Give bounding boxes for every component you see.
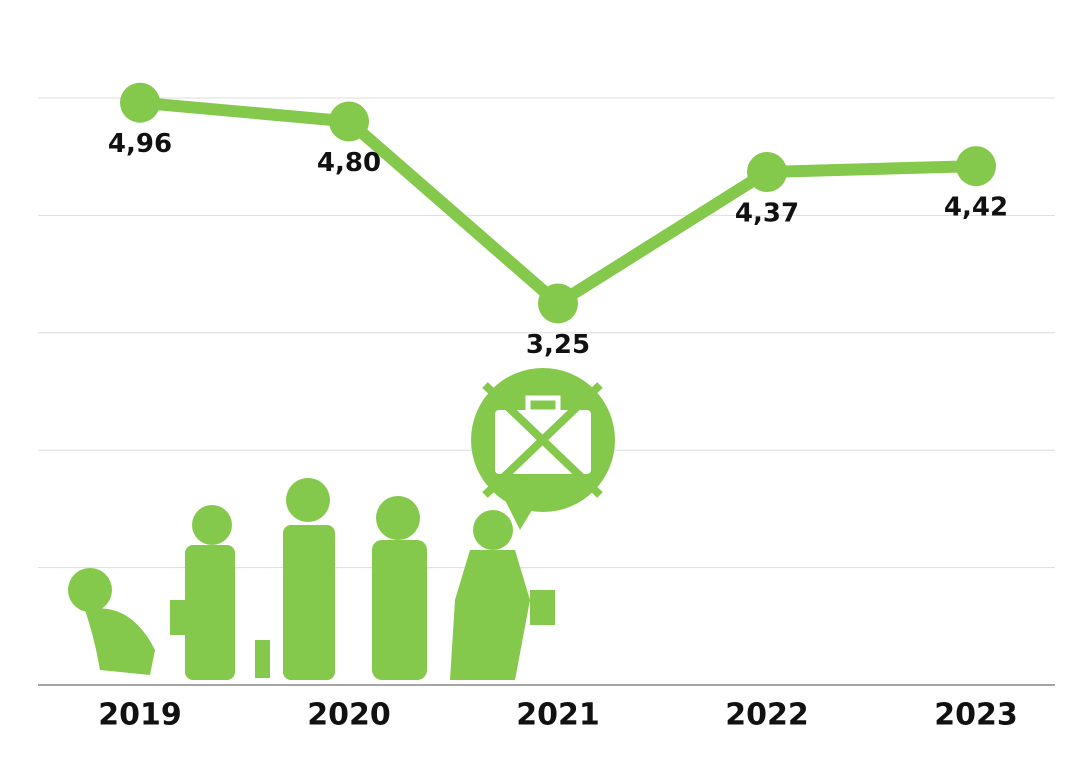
figure-body [283,525,335,680]
figure-bag [170,600,185,635]
figure-body [372,540,427,680]
x-tick-label: 2022 [725,698,809,733]
x-tick-label: 2021 [516,698,600,733]
figure-head [376,496,420,540]
data-point [956,146,996,187]
data-point [538,283,578,324]
x-tick-label: 2020 [307,698,391,733]
x-tick-label: 2019 [98,698,182,733]
data-label: 4,96 [108,129,172,159]
data-line [139,96,977,310]
figure-bag [255,640,270,678]
figure-head [68,568,112,612]
data-point [747,151,787,192]
data-label: 4,42 [944,193,1008,223]
figure-body [85,608,155,675]
cross [482,382,603,498]
figure-head [286,478,330,522]
data-point [329,101,369,142]
data-point [120,82,160,123]
figure-head [192,505,232,545]
x-tick-label: 2023 [934,698,1018,733]
briefcase-handle [525,395,561,415]
data-label: 4,80 [317,148,381,178]
data-label: 3,25 [526,330,590,360]
figure-body [450,550,530,680]
bubble-tail [505,500,535,530]
data-label: 4,37 [735,198,799,228]
figure-bag [530,590,555,625]
illustration [68,368,615,680]
figure-body [185,545,235,680]
figure-head [473,510,513,550]
